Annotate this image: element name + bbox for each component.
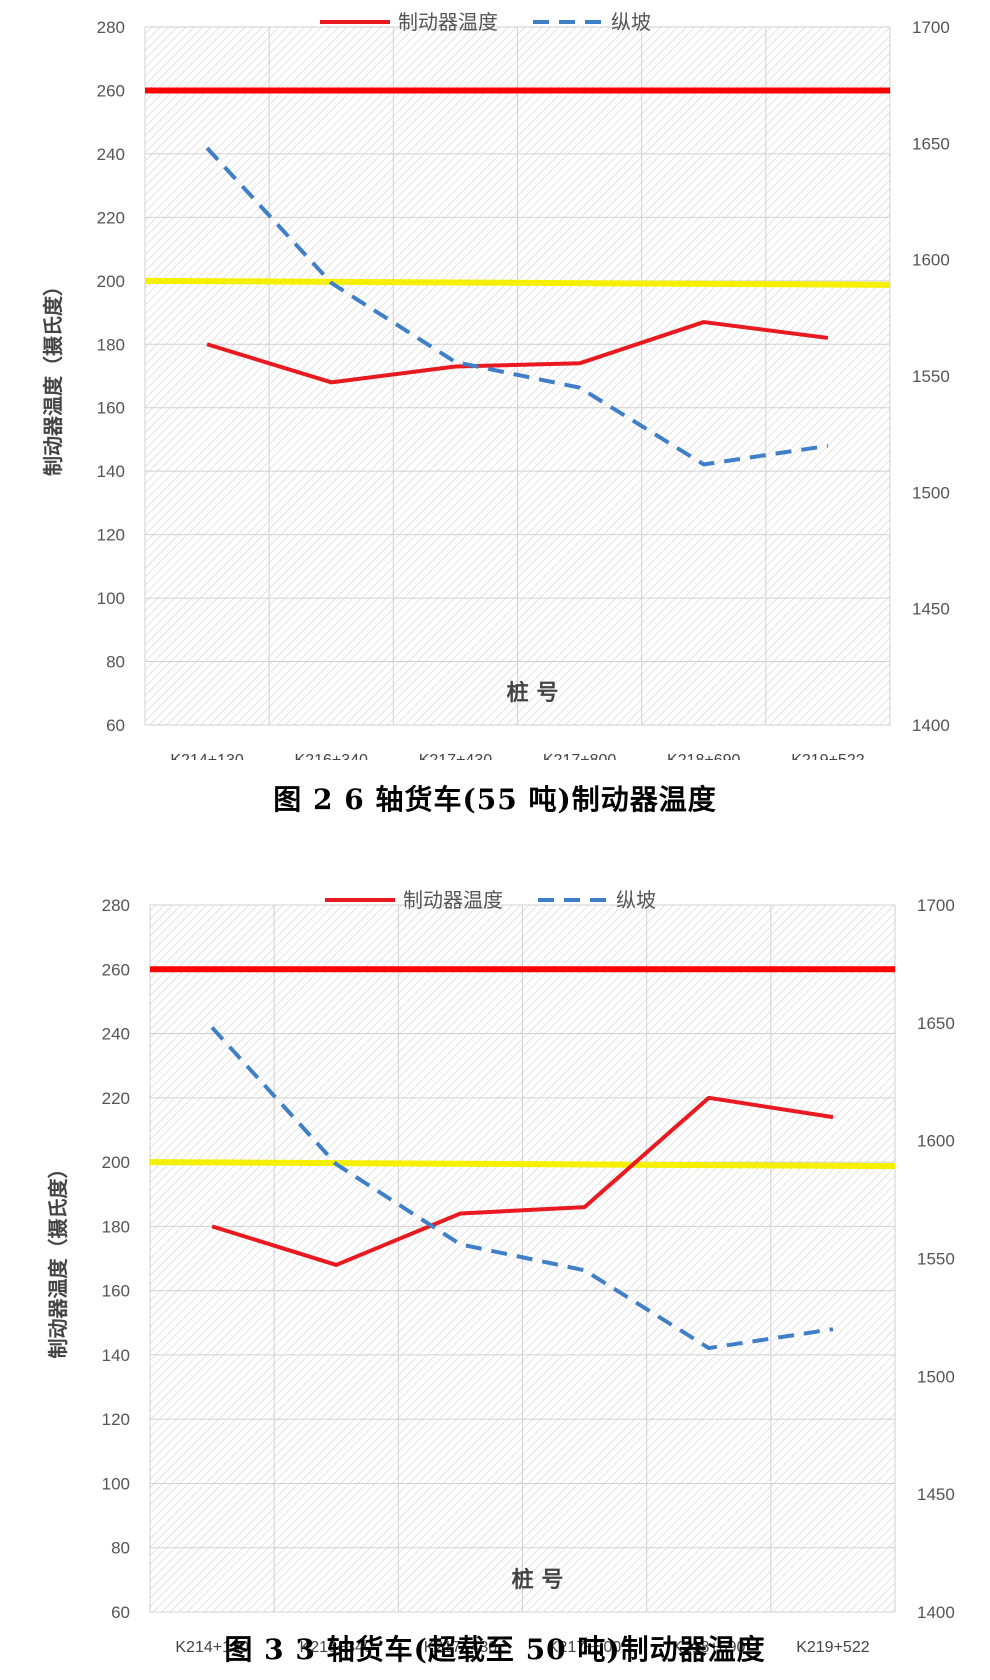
y2-tick-label: 1650 xyxy=(912,134,950,153)
y-tick-label: 280 xyxy=(102,896,130,915)
x-tick-label: K216+340 xyxy=(295,752,369,760)
y2-tick-label: 1400 xyxy=(912,716,950,735)
x-tick-label: K216+340 xyxy=(300,1639,374,1656)
y-tick-label: 260 xyxy=(97,81,125,100)
y-tick-label: 160 xyxy=(102,1282,130,1301)
y-tick-label: 100 xyxy=(97,589,125,608)
y2-tick-label: 1450 xyxy=(917,1485,955,1504)
x-tick-label: K217+800 xyxy=(543,752,617,760)
y-tick-label: 140 xyxy=(97,462,125,481)
legend-label: 纵坡 xyxy=(616,888,656,912)
y2-tick-label: 1500 xyxy=(912,483,950,502)
y-tick-label: 200 xyxy=(102,1153,130,1172)
y2-tick-label: 1450 xyxy=(912,600,950,619)
x-tick-label: K219+522 xyxy=(796,1639,870,1656)
series-line-brake-temp xyxy=(211,1095,834,1267)
y2-tick-label: 1500 xyxy=(917,1367,955,1386)
y-tick-label: 180 xyxy=(102,1217,130,1236)
figure-3-caption: 图 3 3 轴货车(超载至 50 吨)制动器温度 xyxy=(224,1633,766,1666)
chart-figure-2: 60 80 100 120 140 160 180 200 220 240 260 280 1400 14… xyxy=(0,0,990,760)
y-tick-label: 180 xyxy=(97,335,125,354)
y-tick-label: 220 xyxy=(97,208,125,227)
y-axis-label: 制动器温度（摄氏度） xyxy=(46,1159,70,1359)
reference-line xyxy=(149,1159,896,1170)
y2-tick-label: 1700 xyxy=(917,896,955,915)
x-tick-label: K218+690 xyxy=(672,1639,746,1656)
y2-tick-label: 1600 xyxy=(917,1132,955,1151)
y2-tick-label: 1700 xyxy=(912,18,950,37)
reference-line xyxy=(144,277,891,288)
y2-tick-label: 1550 xyxy=(912,367,950,386)
y-tick-label: 140 xyxy=(102,1346,130,1365)
y-tick-label: 280 xyxy=(97,18,125,37)
chart-figure-2-svg: 60 80 100 120 140 160 180 200 220 240 260 280 1400 14… xyxy=(41,10,950,760)
legend-label: 制动器温度 xyxy=(403,888,503,912)
y-axis-label: 制动器温度（摄氏度） xyxy=(41,276,65,476)
y-tick-label: 200 xyxy=(97,272,125,291)
y-tick-label: 60 xyxy=(106,716,125,735)
y-tick-label: 60 xyxy=(111,1603,130,1622)
series-line-slope xyxy=(205,146,829,467)
x-axis-label: 桩 号 xyxy=(512,1567,564,1593)
y-tick-label: 100 xyxy=(102,1474,130,1493)
series-line-brake-temp xyxy=(206,320,829,385)
chart-figure-3-svg: 60 80 100 120 140 160 180 200 220 240 260 280 1400 14… xyxy=(46,888,955,1656)
legend-label: 纵坡 xyxy=(611,10,651,34)
y-tick-label: 80 xyxy=(106,653,125,672)
y-tick-label: 240 xyxy=(97,145,125,164)
chart-figure-3: 60 80 100 120 140 160 180 200 220 240 260 280 1400 14… xyxy=(0,865,990,1680)
x-tick-label: K217+430 xyxy=(419,752,493,760)
y-tick-label: 80 xyxy=(111,1539,130,1558)
x-tick-label: K217+800 xyxy=(548,1639,622,1656)
x-tick-label: K214+130 xyxy=(175,1639,249,1656)
x-tick-label: K218+690 xyxy=(667,752,741,760)
y-tick-label: 260 xyxy=(102,960,130,979)
x-tick-label: K219+522 xyxy=(791,752,865,760)
y2-tick-label: 1400 xyxy=(917,1603,955,1622)
legend-label: 制动器温度 xyxy=(398,10,498,34)
figure-2-caption: 图 2 6 轴货车(55 吨)制动器温度 xyxy=(273,783,717,816)
x-tick-label: K217+430 xyxy=(424,1639,498,1656)
y-tick-label: 160 xyxy=(97,399,125,418)
y-tick-label: 220 xyxy=(102,1089,130,1108)
y2-tick-label: 1600 xyxy=(912,251,950,270)
y2-tick-label: 1650 xyxy=(917,1014,955,1033)
y-tick-label: 240 xyxy=(102,1025,130,1044)
x-axis-label: 桩 号 xyxy=(507,680,559,706)
y-tick-label: 120 xyxy=(97,526,125,545)
series-line-slope xyxy=(210,1026,834,1351)
y-tick-label: 120 xyxy=(102,1410,130,1429)
x-tick-label: K214+130 xyxy=(170,752,244,760)
y2-tick-label: 1550 xyxy=(917,1250,955,1269)
